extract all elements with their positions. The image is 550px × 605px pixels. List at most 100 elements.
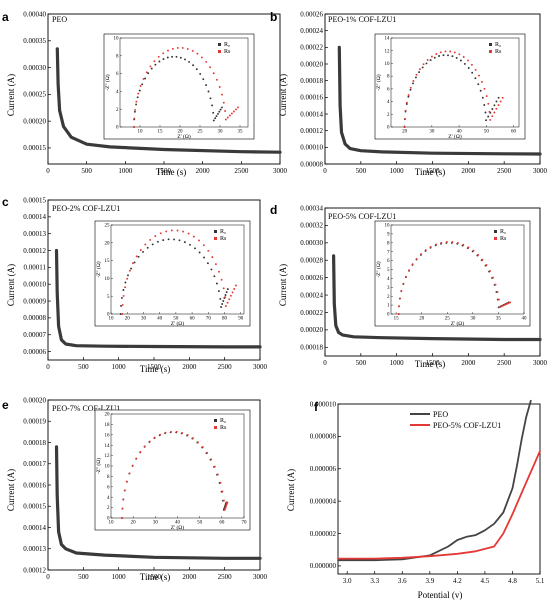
- inset-data-point: [139, 451, 142, 453]
- inset-data-point: [420, 253, 423, 256]
- y-tick-label: 0.00020: [23, 396, 46, 404]
- x-tick-label: 2000: [461, 167, 476, 175]
- y-tick-label: 0.00017: [23, 460, 46, 468]
- inset-data-point: [425, 62, 428, 65]
- inset-data-point: [121, 517, 124, 519]
- x-tick-label: 1000: [390, 359, 405, 367]
- inset-frame: [94, 220, 251, 327]
- inset-data-point: [487, 115, 490, 118]
- y-tick-label: 0.00010: [23, 281, 46, 289]
- inset-data-point: [226, 501, 229, 504]
- x-tick-label: 2500: [234, 167, 249, 175]
- inset-data-point: [189, 243, 191, 246]
- inset-data-point: [122, 289, 125, 291]
- inset-x-tick-label: 10: [109, 521, 115, 526]
- inset-legend-label: Rs: [495, 49, 502, 55]
- inset-data-point: [170, 430, 173, 433]
- inset-data-point: [224, 296, 227, 299]
- y-tick-label: 0.000002: [310, 530, 337, 538]
- inset-y-tick-label: 4: [387, 277, 390, 282]
- inset-data-point: [231, 291, 234, 294]
- inset-data-point: [478, 74, 480, 77]
- x-tick-label: 1000: [118, 167, 133, 175]
- inset-data-point: [128, 269, 131, 272]
- y-tick-label: 0.00020: [23, 117, 46, 125]
- series-line: [55, 47, 282, 154]
- x-tick-label: 2000: [196, 167, 211, 175]
- inset-data-point: [124, 281, 127, 284]
- inset-data-point: [158, 60, 161, 63]
- inset-data-point: [485, 264, 488, 266]
- inset-legend-swatch: [494, 230, 497, 233]
- y-axis-label: Current (A): [286, 469, 296, 511]
- inset-data-point: [124, 286, 127, 289]
- inset-data-point: [159, 433, 162, 436]
- x-tick-label: 0: [323, 167, 327, 175]
- inset-legend-swatch: [214, 230, 217, 233]
- inset-data-point: [445, 241, 448, 243]
- inset-data-point: [219, 108, 222, 111]
- x-tick-label: 500: [81, 167, 92, 175]
- y-tick-label: 0.00026: [300, 274, 323, 282]
- y-tick-label: 0.000004: [310, 497, 337, 505]
- y-tick-label: 0.00010: [300, 144, 323, 152]
- inset-data-point: [127, 274, 129, 277]
- inset-data-point: [164, 431, 167, 434]
- inset-data-point: [225, 291, 228, 294]
- x-tick-label: 1000: [112, 363, 127, 371]
- inset-x-tick-label: 10: [109, 317, 115, 322]
- inset-data-point: [222, 300, 225, 302]
- y-tick-label: 0.00022: [300, 309, 323, 317]
- inset-data-point: [218, 270, 220, 273]
- inset-data-point: [198, 251, 201, 254]
- inset-data-point: [209, 97, 212, 100]
- inset-x-tick-label: 30: [470, 317, 476, 322]
- inset-data-point: [497, 96, 500, 99]
- inset-data-point: [205, 60, 208, 63]
- panel-title: PEO-1% COF-LZU1: [328, 15, 396, 24]
- inset-data-point: [170, 229, 173, 232]
- inset-data-point: [435, 243, 438, 246]
- inset-data-point: [407, 94, 410, 97]
- inset-data-point: [186, 47, 189, 50]
- inset-data-point: [165, 230, 168, 233]
- inset-data-point: [133, 261, 136, 264]
- x-axis-label: Time (s): [140, 364, 170, 374]
- x-tick-label: 1500: [426, 359, 441, 367]
- inset-data-point: [134, 108, 137, 111]
- inset-data-point: [121, 313, 124, 315]
- inset-data-point: [221, 106, 223, 109]
- inset-data-point: [137, 255, 140, 258]
- inset-x-tick-label: 50: [484, 130, 490, 135]
- inset-data-point: [135, 100, 138, 103]
- y-tick-label: 0.00015: [23, 196, 46, 204]
- inset-legend-label: R₀: [495, 42, 501, 48]
- inset-data-point: [228, 298, 231, 301]
- inset-legend-label: R₀: [224, 42, 230, 48]
- inset-data-point: [424, 249, 427, 252]
- inset-data-point: [142, 250, 144, 253]
- x-tick-label: 4.5: [481, 577, 490, 585]
- inset-data-point: [191, 49, 194, 52]
- inset-data-point: [463, 62, 466, 65]
- inset-data-point: [218, 110, 221, 113]
- inset-x-tick-label: 20: [125, 317, 131, 322]
- inset-data-point: [162, 58, 165, 61]
- inset-data-point: [449, 50, 452, 53]
- inset-data-point: [444, 50, 447, 53]
- inset-data-point: [151, 243, 154, 246]
- inset-y-tick-label: 2: [116, 108, 119, 113]
- x-tick-label: 1000: [112, 573, 127, 581]
- inset-data-point: [186, 434, 189, 436]
- inset-data-point: [484, 111, 487, 114]
- y-axis-label: Current (A): [6, 469, 16, 511]
- inset-data-point: [192, 437, 194, 440]
- inset-data-point: [162, 239, 165, 242]
- inset-data-point: [440, 241, 443, 244]
- inset-data-point: [230, 112, 233, 115]
- inset-x-tick-label: 15: [394, 317, 400, 322]
- x-tick-label: 500: [356, 359, 367, 367]
- inset-data-point: [422, 63, 425, 66]
- inset-x-tick-label: 40: [522, 317, 528, 322]
- inset-data-point: [501, 96, 504, 99]
